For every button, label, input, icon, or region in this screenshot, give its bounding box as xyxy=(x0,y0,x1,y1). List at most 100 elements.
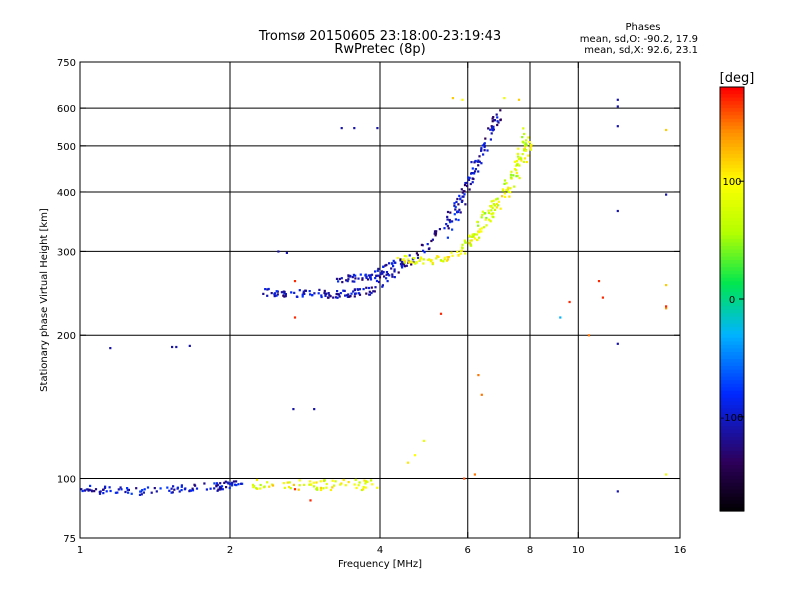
data-point xyxy=(470,161,473,164)
data-point xyxy=(377,274,380,277)
data-point xyxy=(616,342,619,345)
data-point xyxy=(381,284,384,287)
data-point xyxy=(355,486,358,490)
data-point xyxy=(367,286,371,290)
colorbar-band xyxy=(720,94,744,99)
colorbar-band xyxy=(720,316,744,321)
data-point xyxy=(459,252,462,255)
data-point xyxy=(470,239,473,242)
data-point xyxy=(496,120,499,123)
data-point xyxy=(478,228,482,231)
data-point xyxy=(346,280,349,283)
data-point xyxy=(220,485,224,488)
data-point xyxy=(418,259,421,262)
data-point xyxy=(446,256,449,259)
data-point xyxy=(252,486,255,489)
colorbar-band xyxy=(720,496,744,501)
colorbar-band xyxy=(720,207,744,212)
data-point xyxy=(347,481,350,484)
colorbar-band xyxy=(720,253,744,258)
data-point xyxy=(451,254,454,257)
colorbar-band xyxy=(720,256,744,261)
data-point xyxy=(427,247,430,251)
data-point xyxy=(489,219,492,222)
data-point xyxy=(454,218,457,221)
data-point xyxy=(477,224,480,227)
data-point xyxy=(88,488,91,491)
data-point xyxy=(178,490,181,493)
data-point xyxy=(665,284,668,287)
colorbar-band xyxy=(720,344,744,350)
data-point xyxy=(474,168,477,171)
data-point xyxy=(523,157,526,160)
data-point xyxy=(478,231,481,234)
data-point xyxy=(351,280,354,283)
data-point xyxy=(130,492,133,495)
data-point xyxy=(358,481,361,484)
data-point xyxy=(376,486,379,489)
colorbar-band xyxy=(720,111,744,116)
data-point xyxy=(171,345,174,349)
data-point xyxy=(491,117,494,120)
data-point xyxy=(385,277,388,280)
data-point xyxy=(503,192,506,195)
data-point xyxy=(420,257,423,260)
x-tick-label: 8 xyxy=(527,545,533,556)
data-point xyxy=(391,273,394,276)
colorbar-band xyxy=(720,493,744,498)
data-point xyxy=(357,277,360,280)
data-point xyxy=(193,483,196,486)
data-point xyxy=(467,178,471,181)
data-point xyxy=(464,241,467,244)
data-point xyxy=(524,142,527,145)
data-point xyxy=(530,145,533,148)
data-point xyxy=(103,486,107,489)
data-point xyxy=(397,271,400,274)
data-point xyxy=(400,261,403,264)
data-point xyxy=(501,188,504,191)
data-point xyxy=(235,480,238,483)
data-point xyxy=(298,484,301,487)
colorbar-band xyxy=(720,422,744,427)
data-point xyxy=(449,221,452,224)
data-point xyxy=(320,294,323,297)
data-point xyxy=(492,203,495,206)
colorbar-band xyxy=(720,164,744,169)
colorbar-band xyxy=(720,461,744,466)
data-point xyxy=(233,483,236,486)
data-point xyxy=(313,408,316,411)
data-point xyxy=(373,290,376,293)
data-point xyxy=(91,490,94,493)
data-point xyxy=(320,295,323,299)
data-point xyxy=(446,218,449,221)
data-point xyxy=(463,477,466,480)
x-axis-label: Frequency [MHz] xyxy=(338,559,422,570)
colorbar-band xyxy=(720,426,744,431)
y-tick-label: 500 xyxy=(57,142,76,153)
data-point xyxy=(517,98,521,101)
data-point xyxy=(296,295,299,298)
data-point xyxy=(484,218,487,221)
data-point xyxy=(480,147,483,150)
data-point xyxy=(445,223,448,226)
data-point xyxy=(119,486,122,489)
data-point xyxy=(362,488,365,491)
data-point xyxy=(83,489,86,492)
colorbar-band xyxy=(720,376,744,381)
data-point xyxy=(280,291,283,294)
data-point xyxy=(597,280,601,283)
data-point xyxy=(292,408,295,411)
colorbar-band xyxy=(720,330,744,335)
data-point xyxy=(476,220,479,223)
data-point xyxy=(415,261,418,264)
data-point xyxy=(402,263,405,266)
colorbar-band xyxy=(720,178,744,183)
data-point xyxy=(461,246,464,249)
colorbar-band xyxy=(720,302,744,307)
data-point xyxy=(527,136,530,139)
data-point xyxy=(480,227,483,230)
colorbar-band xyxy=(720,401,744,406)
data-point xyxy=(461,98,464,101)
data-point xyxy=(501,189,505,192)
colorbar-band xyxy=(720,140,744,145)
